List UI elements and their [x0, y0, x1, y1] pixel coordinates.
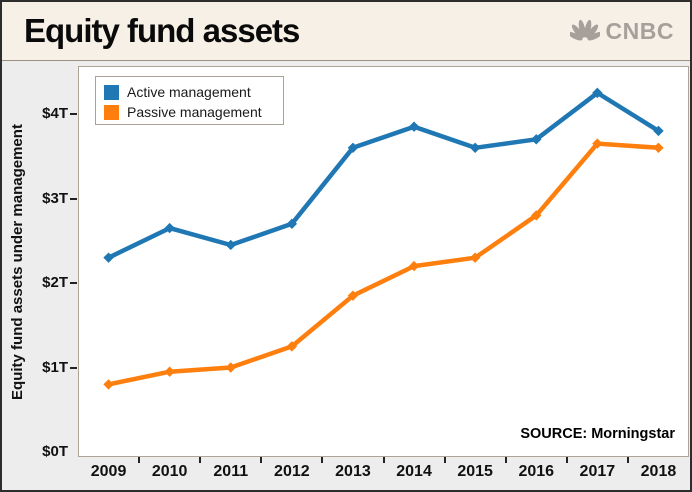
y-tick-mark: [70, 366, 77, 369]
y-tick-mark: [70, 282, 77, 284]
y-tick-label: $3T: [42, 189, 68, 207]
x-tick-label: 2011: [213, 463, 249, 480]
x-tick-label: 2014: [396, 463, 432, 480]
legend-label-passive: Passive management: [127, 103, 262, 120]
x-tick-mark: [504, 457, 507, 463]
x-tick-label: 2015: [457, 463, 493, 480]
x-tick-mark: [382, 457, 385, 463]
y-tick-mark: [70, 197, 77, 200]
y-tick-mark: [70, 113, 77, 115]
x-tick-label: 2017: [579, 463, 616, 480]
x-tick-label: 2010: [151, 463, 188, 480]
y-tick-label: $2T: [42, 274, 68, 291]
cnbc-peacock-icon: [569, 19, 600, 41]
source-note: SOURCE: Morningstar: [520, 426, 675, 442]
y-tick-label: $1T: [42, 358, 68, 376]
legend-item-passive-management: Passive management: [104, 102, 283, 122]
legend: Active management Passive management: [95, 76, 284, 125]
x-tick-mark: [626, 457, 629, 463]
header: Equity fund assets CNBC: [2, 2, 690, 61]
passive-management-swatch: [104, 104, 119, 120]
x-tick-label: 2013: [335, 463, 371, 480]
x-tick-mark: [260, 457, 263, 463]
active-management-swatch: [104, 84, 119, 100]
legend-label-active: Active management: [127, 83, 251, 100]
x-tick-label: 2012: [274, 463, 310, 480]
x-tick-mark: [565, 457, 568, 463]
cnbc-logo: CNBC: [569, 17, 674, 45]
x-tick-label: 2009: [90, 463, 127, 480]
page-title: Equity fund assets: [24, 12, 300, 49]
y-tick-label: $0T: [42, 443, 68, 460]
x-tick-label: 2018: [640, 463, 677, 480]
x-tick-label: 2016: [518, 463, 555, 480]
cnbc-wordmark: CNBC: [605, 17, 674, 44]
y-tick-label: $4T: [42, 105, 68, 122]
x-tick-mark: [321, 457, 324, 463]
legend-item-active-management: Active management: [104, 82, 283, 102]
x-tick-mark: [138, 457, 141, 463]
y-axis-title: Equity fund assets under management: [9, 124, 26, 400]
x-tick-mark: [443, 457, 446, 463]
x-tick-mark: [199, 457, 202, 463]
